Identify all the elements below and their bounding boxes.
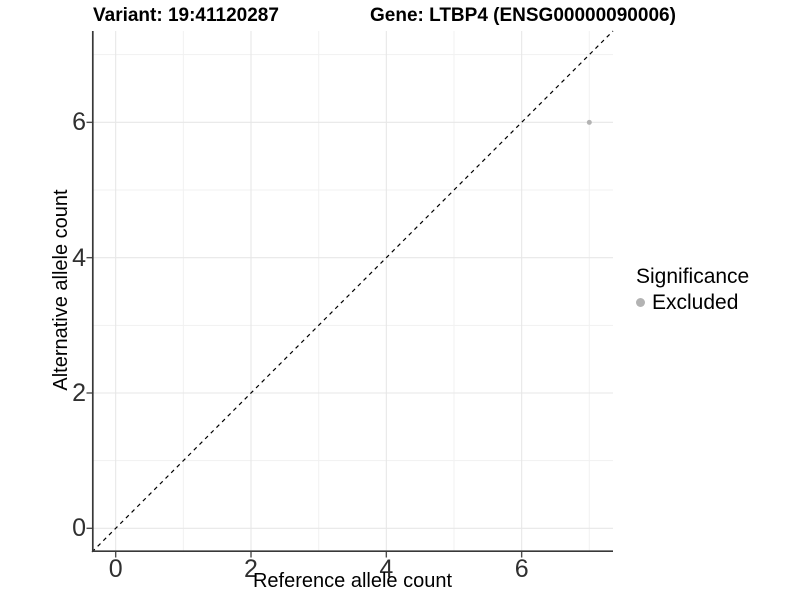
- x-axis-title: Reference allele count: [252, 570, 452, 592]
- y-tick-label: 6: [72, 108, 86, 137]
- plot-title-variant: Variant: 19:41120287: [93, 5, 279, 26]
- identity-line: [91, 30, 614, 553]
- data-point: [586, 119, 592, 125]
- y-tick-label: 0: [72, 514, 86, 543]
- y-tick-label: 4: [72, 243, 86, 272]
- plot-panel: [86, 30, 614, 558]
- legend-title: Significance: [636, 265, 750, 288]
- legend-item-label: Excluded: [652, 290, 739, 314]
- x-tick-label: 0: [108, 555, 123, 583]
- x-tick-label: 6: [514, 555, 529, 583]
- legend-point-icon: [636, 298, 645, 307]
- y-tick-label: 2: [72, 378, 86, 407]
- legend-item-excluded: Excluded: [636, 290, 749, 315]
- x-tick-label: 4: [379, 555, 394, 583]
- y-axis-title: Alternative allele count: [50, 189, 72, 391]
- legend: Significance Excluded: [636, 264, 749, 315]
- plot-title-gene: Gene: LTBP4 (ENSG00000090006): [370, 5, 676, 26]
- x-tick-label: 2: [244, 555, 258, 583]
